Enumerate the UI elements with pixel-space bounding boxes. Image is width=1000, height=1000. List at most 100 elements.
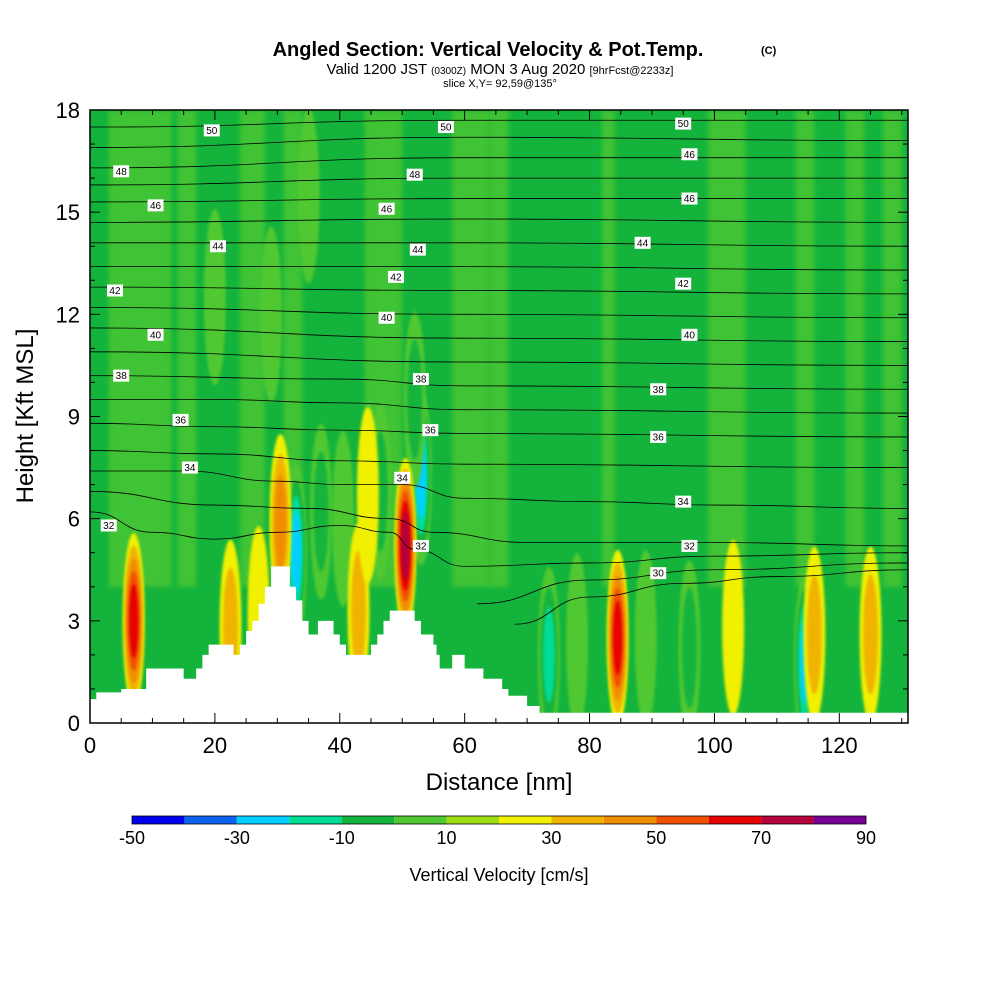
contour-label-text: 36 bbox=[653, 432, 665, 443]
contour-label: 34 bbox=[394, 471, 411, 484]
downdraft-cell bbox=[260, 226, 283, 403]
theta-contour-35 bbox=[90, 450, 908, 468]
contour-label-text: 38 bbox=[415, 375, 427, 386]
contour-label-text: 32 bbox=[684, 541, 696, 552]
colorbar-swatch bbox=[551, 816, 604, 824]
y-tick-label: 12 bbox=[56, 302, 80, 327]
contour-label-text: 44 bbox=[212, 242, 224, 253]
contour-label: 34 bbox=[675, 495, 692, 508]
theta-contour-49 bbox=[90, 136, 908, 148]
updraft-cell bbox=[722, 539, 745, 716]
colorbar-tick-label: 50 bbox=[646, 828, 666, 848]
contour-label: 32 bbox=[412, 539, 429, 552]
y-tick-label: 9 bbox=[68, 405, 80, 430]
weak-updraft-band bbox=[489, 110, 509, 587]
colorbar-tick-label: 30 bbox=[541, 828, 561, 848]
contour-label-text: 50 bbox=[206, 126, 218, 137]
theta-contour-40 bbox=[90, 327, 908, 342]
contour-label-text: 40 bbox=[150, 330, 162, 341]
contour-label-text: 42 bbox=[109, 286, 121, 297]
downdraft-cell bbox=[203, 209, 226, 386]
colorbar-swatch bbox=[708, 816, 762, 824]
weak-updraft-band bbox=[795, 110, 815, 587]
x-tick-label: 60 bbox=[452, 733, 476, 758]
colorbar-swatch bbox=[603, 816, 657, 824]
downdraft-cell bbox=[634, 549, 657, 723]
contour-label: 44 bbox=[210, 240, 227, 253]
contour-label-text: 46 bbox=[381, 204, 393, 215]
theta-contour-34 bbox=[90, 470, 908, 509]
contour-label: 32 bbox=[681, 539, 698, 552]
contour-label-text: 36 bbox=[425, 426, 437, 437]
theta-contour-30 bbox=[514, 569, 908, 625]
y-tick-label: 6 bbox=[68, 507, 80, 532]
contour-label-text: 44 bbox=[637, 238, 649, 249]
contour-label-text: 48 bbox=[409, 170, 421, 181]
updraft-cell bbox=[356, 406, 379, 583]
contour-label: 38 bbox=[113, 369, 130, 382]
weak-updraft-band bbox=[708, 110, 746, 587]
colorbar-frame bbox=[131, 815, 867, 825]
contour-label-text: 48 bbox=[116, 167, 128, 178]
contour-label-text: 32 bbox=[103, 521, 115, 532]
contour-label-text: 42 bbox=[678, 279, 690, 290]
colorbar-title: Vertical Velocity [cm/s] bbox=[409, 865, 588, 885]
contour-label: 50 bbox=[437, 121, 454, 134]
colorbar-swatch bbox=[761, 816, 814, 824]
contour-label-text: 42 bbox=[390, 272, 402, 283]
contour-label-text: 46 bbox=[684, 194, 696, 205]
velocity-band-layer bbox=[108, 110, 902, 587]
theta-contour-46 bbox=[90, 198, 908, 203]
colorbar-tick-label: -50 bbox=[119, 828, 145, 848]
downdraft-cell bbox=[297, 110, 320, 284]
contour-label: 30 bbox=[650, 567, 667, 580]
contour-label-text: 34 bbox=[678, 497, 690, 508]
contour-label: 34 bbox=[181, 461, 198, 474]
weak-updraft-band bbox=[845, 110, 865, 587]
colorbar-swatch bbox=[394, 816, 447, 824]
contour-label-text: 44 bbox=[412, 245, 424, 256]
colorbar-tick-label: 10 bbox=[437, 828, 457, 848]
weak-updraft-band bbox=[177, 110, 197, 587]
contour-label: 36 bbox=[650, 430, 667, 443]
theta-contour-33 bbox=[90, 491, 908, 547]
downdraft-cell bbox=[291, 511, 302, 595]
contour-label: 50 bbox=[675, 117, 692, 130]
contour-label-layer: 50 50 50 48 48 46 46 46 46 44 44 44 42 42 42 40 40 40 38 38… bbox=[100, 117, 698, 580]
colorbar-tick-label: -30 bbox=[224, 828, 250, 848]
contour-label-text: 32 bbox=[415, 541, 427, 552]
updraft-cell bbox=[806, 574, 822, 695]
colorbar-swatch bbox=[446, 816, 499, 824]
contour-label-text: 34 bbox=[184, 463, 196, 474]
x-tick-label: 20 bbox=[203, 733, 227, 758]
x-tick-label: 100 bbox=[696, 733, 733, 758]
theta-contour-50 bbox=[90, 119, 908, 128]
valid-date: MON 3 Aug 2020 bbox=[470, 61, 585, 78]
x-axis-label: Distance [nm] bbox=[426, 769, 573, 796]
theta-contour-48 bbox=[90, 157, 908, 169]
contour-label: 32 bbox=[100, 519, 117, 532]
contour-label-text: 46 bbox=[150, 201, 162, 212]
slice-label: slice X,Y= 92,59@135° bbox=[443, 78, 557, 90]
chart-title: Angled Section: Vertical Velocity & Pot.… bbox=[273, 39, 704, 61]
plot-area: 50 50 50 48 48 46 46 46 46 44 44 44 42 42 42 40 40 40 38 38… bbox=[90, 110, 908, 723]
contour-label-text: 38 bbox=[653, 385, 665, 396]
x-tick-label: 120 bbox=[821, 733, 858, 758]
colorbar-tick-label: -10 bbox=[329, 828, 355, 848]
colorbar: -50 -30 -10 10 30 50 70 90 bbox=[119, 815, 876, 848]
contour-label: 38 bbox=[412, 373, 429, 386]
colorbar-swatch bbox=[132, 816, 185, 824]
velocity-cell-layer bbox=[122, 110, 882, 723]
weak-updraft-band bbox=[602, 110, 615, 587]
contour-label: 40 bbox=[681, 328, 698, 341]
contour-label: 42 bbox=[387, 270, 404, 283]
downdraft-cell bbox=[331, 430, 354, 607]
contour-label-text: 40 bbox=[381, 313, 393, 324]
updraft-cell bbox=[613, 600, 623, 675]
colorbar-swatch bbox=[341, 816, 395, 824]
contour-label: 36 bbox=[422, 424, 439, 437]
contour-label-text: 30 bbox=[653, 569, 665, 580]
theta-contour-43 bbox=[90, 266, 908, 271]
colorbar-swatch bbox=[813, 816, 866, 824]
